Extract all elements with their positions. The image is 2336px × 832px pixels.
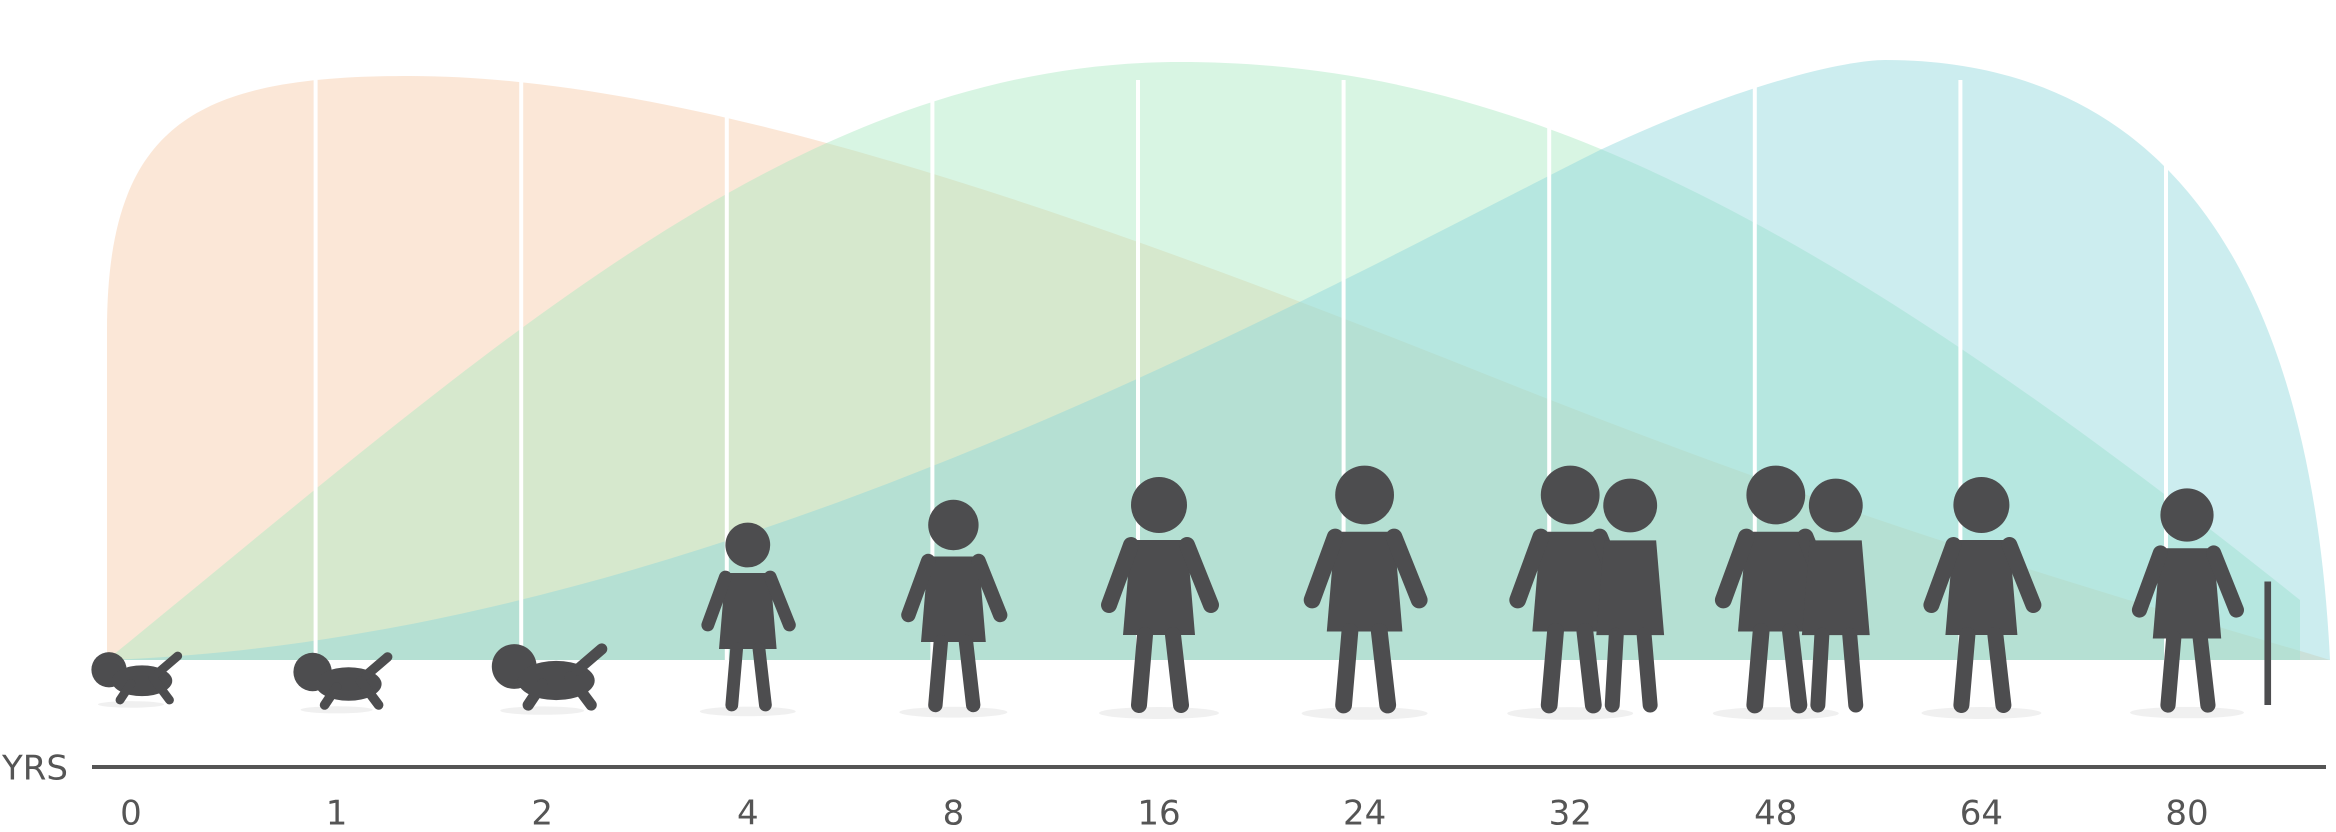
shadow — [500, 706, 585, 715]
limbs — [1604, 627, 1658, 713]
age-label: 16 — [1137, 794, 1180, 832]
torso — [2152, 548, 2222, 639]
figure — [91, 651, 183, 708]
head — [1808, 478, 1863, 533]
head — [1953, 477, 2010, 533]
limbs — [1509, 528, 1634, 714]
torso — [1326, 531, 1403, 632]
shadow — [98, 701, 164, 708]
age-label: 8 — [943, 794, 965, 832]
torso — [1801, 540, 1870, 636]
age-label: 2 — [531, 794, 553, 832]
axis-label: YRS — [1, 749, 68, 789]
shadow — [1712, 707, 1839, 720]
limbs — [701, 570, 796, 712]
figure — [1596, 478, 1665, 713]
limbs — [115, 651, 183, 705]
shadow — [1507, 707, 1634, 720]
torso — [1945, 540, 2018, 635]
figure — [2130, 488, 2272, 719]
limbs — [1810, 627, 1864, 713]
torso — [1532, 531, 1608, 632]
limbs — [1303, 528, 1428, 714]
figures — [91, 465, 2272, 720]
head — [1540, 465, 1600, 525]
head — [1603, 478, 1658, 533]
shadow — [300, 706, 373, 714]
age-label: 80 — [2165, 794, 2208, 832]
figure — [699, 522, 796, 717]
age-label: 4 — [737, 794, 759, 832]
limbs — [319, 652, 393, 710]
limbs — [1714, 528, 1839, 714]
age-label: 64 — [1960, 794, 2003, 832]
age-labels: 0 1 2 4 8 16 24 32 48 64 80 — [120, 794, 2208, 832]
figure — [899, 499, 1008, 718]
age-label: 1 — [326, 794, 348, 832]
age-label: 24 — [1343, 794, 1386, 832]
head — [725, 522, 771, 568]
age-label: 0 — [120, 794, 142, 832]
limbs — [901, 553, 1008, 713]
figure — [1099, 477, 1219, 719]
figure — [491, 643, 608, 715]
ground — [0, 662, 2336, 832]
torso — [1123, 540, 1195, 635]
limbs — [1101, 537, 1219, 713]
head — [1746, 465, 1806, 525]
limbs — [522, 643, 608, 711]
shadow — [1301, 707, 1428, 720]
torso — [719, 573, 777, 649]
figure — [1507, 465, 1634, 720]
head — [1131, 477, 1187, 533]
head — [2160, 488, 2214, 542]
age-label: 32 — [1549, 794, 1592, 832]
torso — [1738, 531, 1814, 632]
torso — [921, 556, 986, 642]
head — [1335, 465, 1394, 525]
shadow — [899, 706, 1008, 718]
figure — [293, 652, 393, 714]
torso — [1596, 540, 1665, 636]
shadow — [1921, 707, 2042, 719]
figure — [1921, 477, 2042, 719]
limbs — [1923, 537, 2042, 713]
shadow — [2130, 706, 2244, 719]
shadow — [699, 706, 796, 717]
figure — [1801, 478, 1870, 713]
limbs — [2131, 545, 2245, 713]
figure — [1712, 465, 1839, 720]
shadow — [1099, 707, 1219, 719]
age-label: 48 — [1754, 794, 1797, 832]
head — [928, 499, 979, 551]
figure — [1301, 465, 1428, 720]
